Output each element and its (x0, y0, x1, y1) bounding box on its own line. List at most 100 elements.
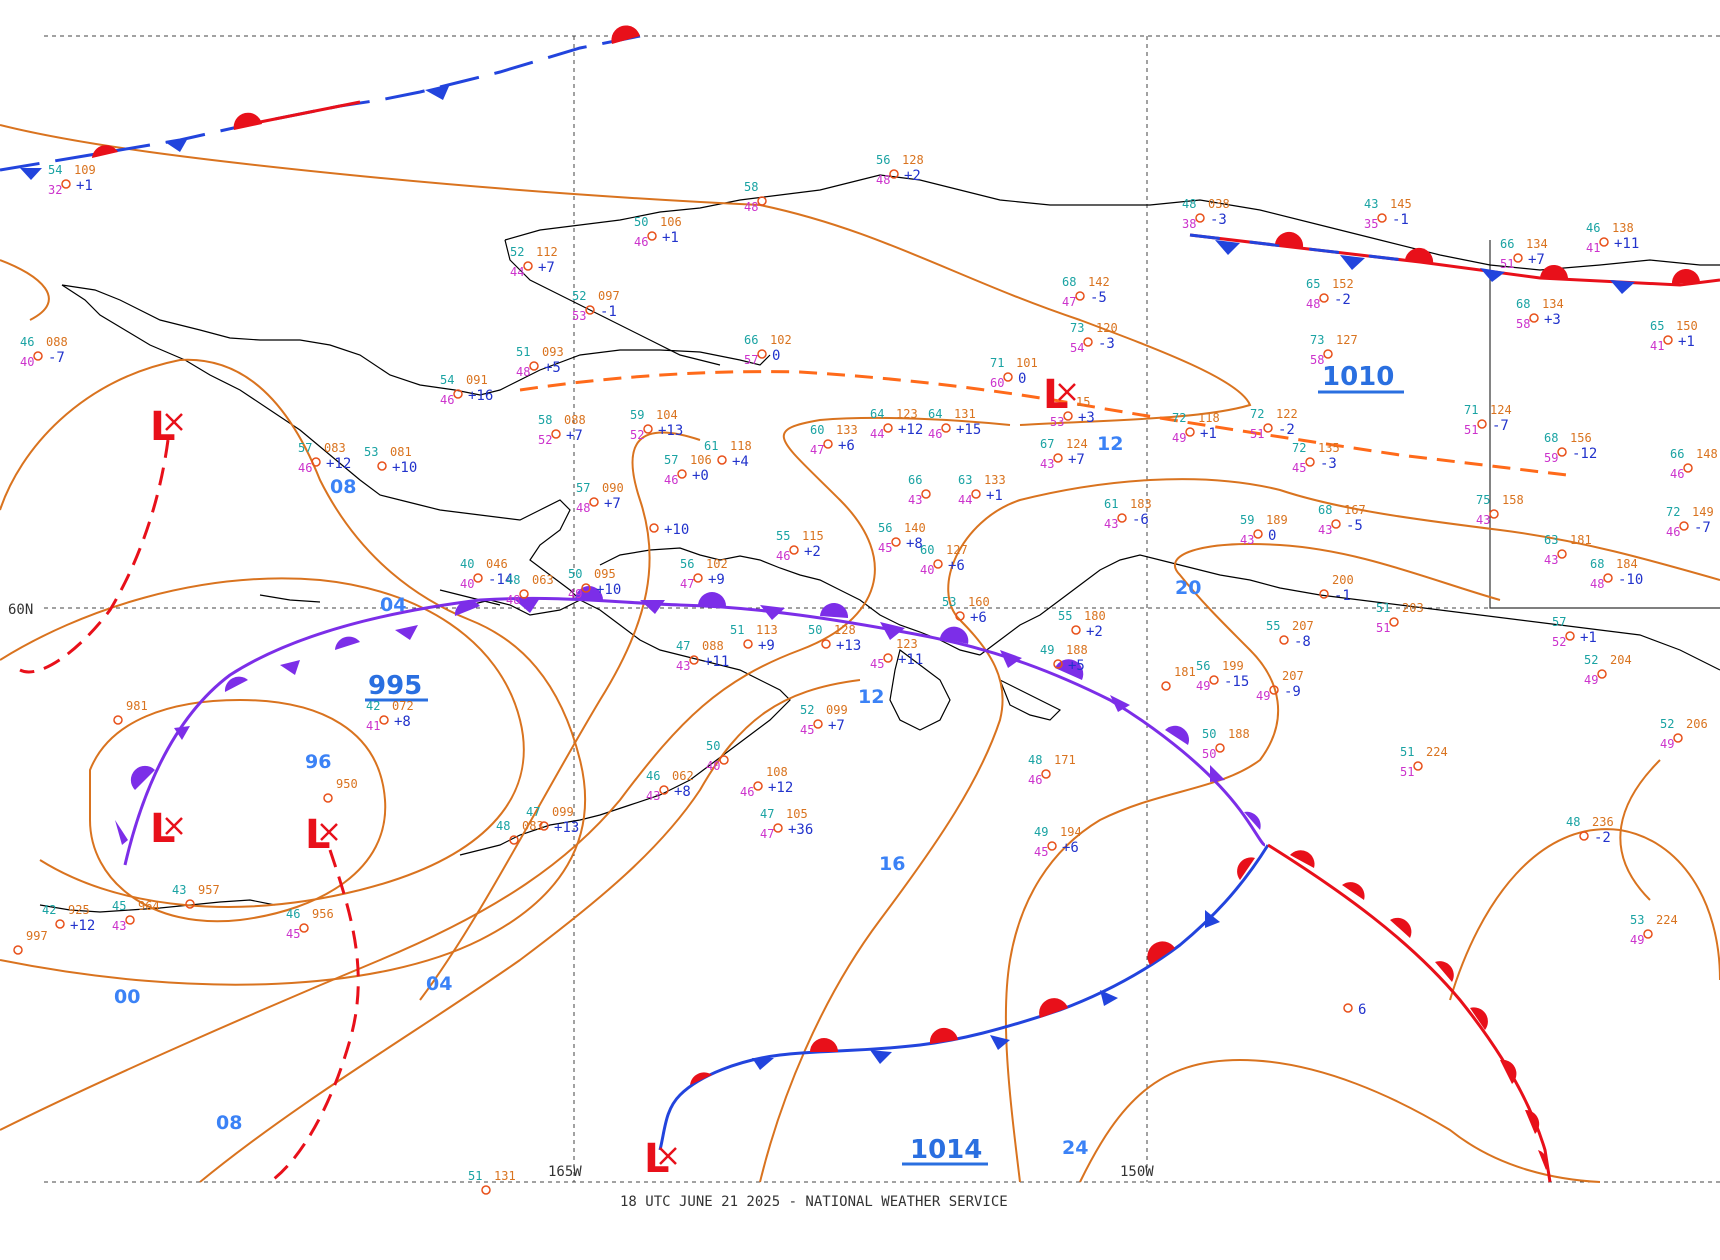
station-circle (453, 389, 463, 399)
station-tendency: +0 (692, 468, 709, 484)
station-dewpoint: 46 (928, 427, 942, 441)
isobar-label: 04 (380, 594, 406, 616)
warm-front-southeast (1267, 843, 1552, 1183)
station-tendency: -2 (1334, 292, 1351, 308)
station-temperature: 56 (680, 557, 694, 571)
isobar-label: 08 (330, 476, 356, 498)
station-temperature: 59 (1240, 513, 1254, 527)
station-pressure: 122 (1276, 407, 1298, 421)
station-pressure: 099 (552, 805, 574, 819)
cold-front-south (658, 844, 1270, 1151)
station-circle (757, 349, 767, 359)
station-tendency: +5 (1068, 658, 1085, 674)
station-temperature: 42 (42, 903, 56, 917)
station-tendency: +1 (1200, 426, 1217, 442)
station-plot: 50 106 46 +1 (634, 215, 682, 249)
station-temperature: 52 (510, 245, 524, 259)
station-dewpoint: 40 (20, 355, 34, 369)
station-circle (1477, 419, 1487, 429)
station-pressure: 188 (1228, 727, 1250, 741)
station-temperature: 51 (1376, 601, 1390, 615)
station-circle (1389, 617, 1399, 627)
station-pressure: 206 (1686, 717, 1708, 731)
station-temperature: 73 (1310, 333, 1324, 347)
station-plot: 51 093 48 +5 (516, 345, 564, 379)
station-dewpoint: 49 (1172, 431, 1186, 445)
station-circle (1599, 237, 1609, 247)
station-pressure: 156 (1570, 431, 1592, 445)
station-tendency: +10 (392, 460, 417, 476)
station-pressure: 088 (702, 639, 724, 653)
pressure-center-labels: 995 1014 1010 (365, 362, 1404, 1166)
station-circle (823, 439, 833, 449)
station-plot: 51 224 51 (1400, 745, 1448, 779)
station-temperature: 48 (1566, 815, 1580, 829)
station-dewpoint: 49 (1630, 933, 1644, 947)
station-plot: 71 124 51 -7 (1464, 403, 1512, 437)
low-center-5: L (644, 1136, 677, 1182)
station-plot: 63 133 44 +1 (958, 473, 1006, 507)
station-tendency: +1 (76, 178, 93, 194)
station-plot: 72 149 46 -7 (1666, 505, 1714, 539)
station-tendency: +11 (1614, 236, 1639, 252)
station-temperature: 49 (1040, 643, 1054, 657)
station-pressure: 105 (786, 807, 808, 821)
station-temperature: 58 (744, 180, 758, 194)
station-temperature: 65 (1650, 319, 1664, 333)
station-plot: 51 131 (468, 1169, 516, 1195)
station-temperature: 55 (776, 529, 790, 543)
station-circle (519, 589, 529, 599)
station-tendency: +13 (836, 638, 861, 654)
station-tendency: +8 (394, 714, 411, 730)
station-dewpoint: 46 (664, 473, 678, 487)
station-temperature: 51 (516, 345, 530, 359)
station-temperature: 46 (646, 769, 660, 783)
station-tendency: -2 (1278, 422, 1295, 438)
station-dewpoint: 51 (1464, 423, 1478, 437)
station-plot: 66 134 51 +7 (1500, 237, 1548, 271)
station-plot: 73 120 54 -3 (1070, 321, 1118, 355)
station-pressure: 081 (390, 445, 412, 459)
station-plot: 49 194 45 +6 (1034, 825, 1082, 859)
station-dewpoint: 46 (1666, 525, 1680, 539)
station-plot: 75 158 43 (1476, 493, 1524, 527)
station-circle (539, 821, 549, 831)
station-plot: 52 097 53 -1 (572, 289, 620, 323)
station-dewpoint: 48 (506, 593, 520, 607)
station-plot: 65 150 41 +1 (1650, 319, 1698, 353)
station-circle (1209, 675, 1219, 685)
station-pressure: 134 (1542, 297, 1564, 311)
station-plot: 207 49 -9 (1256, 669, 1304, 703)
station-tendency: -7 (48, 350, 65, 366)
low-pressure-centers: L L L L L (150, 372, 1076, 1182)
station-circle (1071, 625, 1081, 635)
isobar-label: 12 (858, 686, 884, 708)
center-value-1014: 1014 (910, 1135, 982, 1165)
station-temperature: 59 (630, 408, 644, 422)
station-dewpoint: 40 (460, 577, 474, 591)
station-dewpoint: 43 (1240, 533, 1254, 547)
station-pressure: 128 (902, 153, 924, 167)
station-circle (1683, 463, 1693, 473)
station-plot: 43 145 35 -1 (1364, 197, 1412, 231)
station-plot: 57 083 46 +12 (298, 441, 351, 475)
station-dewpoint: 51 (1376, 621, 1390, 635)
station-dewpoint: 47 (680, 577, 694, 591)
station-circle (941, 423, 951, 433)
station-plot: +10 (649, 522, 689, 538)
station-circle (1513, 253, 1523, 263)
station-tendency: -3 (1210, 212, 1227, 228)
station-temperature: 50 (1202, 727, 1216, 741)
station-circle (1047, 841, 1057, 851)
station-tendency: +6 (948, 558, 965, 574)
station-circle (1643, 929, 1653, 939)
station-temperature: 43 (172, 883, 186, 897)
isobar-label: 20 (1175, 577, 1201, 599)
station-tendency: -2 (1594, 830, 1611, 846)
station-plot: 56 199 49 -15 (1196, 659, 1249, 693)
station-pressure: 131 (494, 1169, 516, 1183)
isobar-label: 08 (216, 1112, 242, 1134)
station-temperature: 57 (298, 441, 312, 455)
station-tendency: +36 (788, 822, 813, 838)
station-pressure: 224 (1656, 913, 1678, 927)
